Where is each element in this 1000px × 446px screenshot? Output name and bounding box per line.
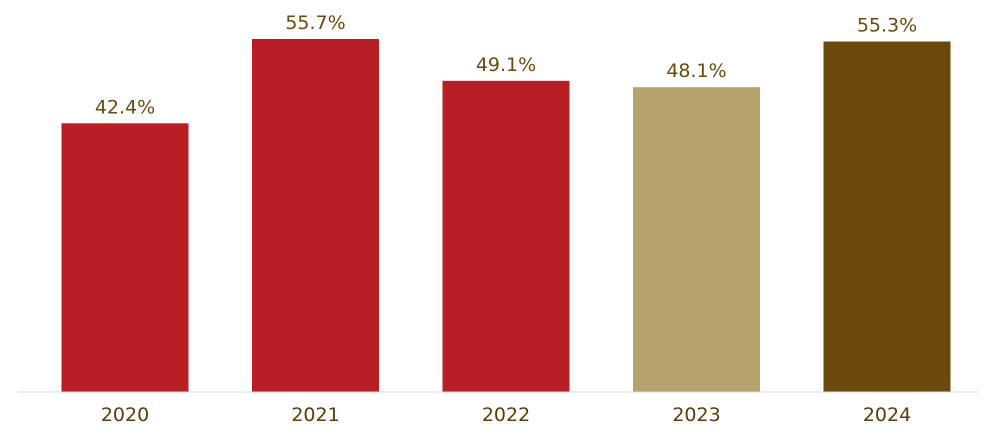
value-labels-group: 42.4% 55.7% 49.1% 48.1% 55.3% [95, 12, 917, 118]
x-tick-label-2022: 2022 [482, 404, 530, 426]
x-tick-label-2023: 2023 [672, 404, 720, 426]
bar-2021 [252, 39, 379, 392]
bars-group [61, 39, 951, 393]
bar-2023 [633, 87, 760, 392]
value-label-2023: 48.1% [666, 60, 726, 82]
bar-2020 [61, 123, 189, 393]
x-tick-label-2020: 2020 [101, 404, 149, 426]
bar-2022 [442, 80, 570, 393]
value-label-2022: 49.1% [476, 54, 536, 76]
value-label-2024: 55.3% [857, 15, 917, 37]
value-label-2020: 42.4% [95, 96, 155, 118]
x-tick-label-2021: 2021 [291, 404, 339, 426]
x-tick-labels-group: 2020 2021 2022 2023 2024 [101, 404, 911, 426]
x-tick-label-2024: 2024 [863, 404, 911, 426]
bar-2024 [823, 41, 951, 392]
value-label-2021: 55.7% [285, 12, 345, 34]
